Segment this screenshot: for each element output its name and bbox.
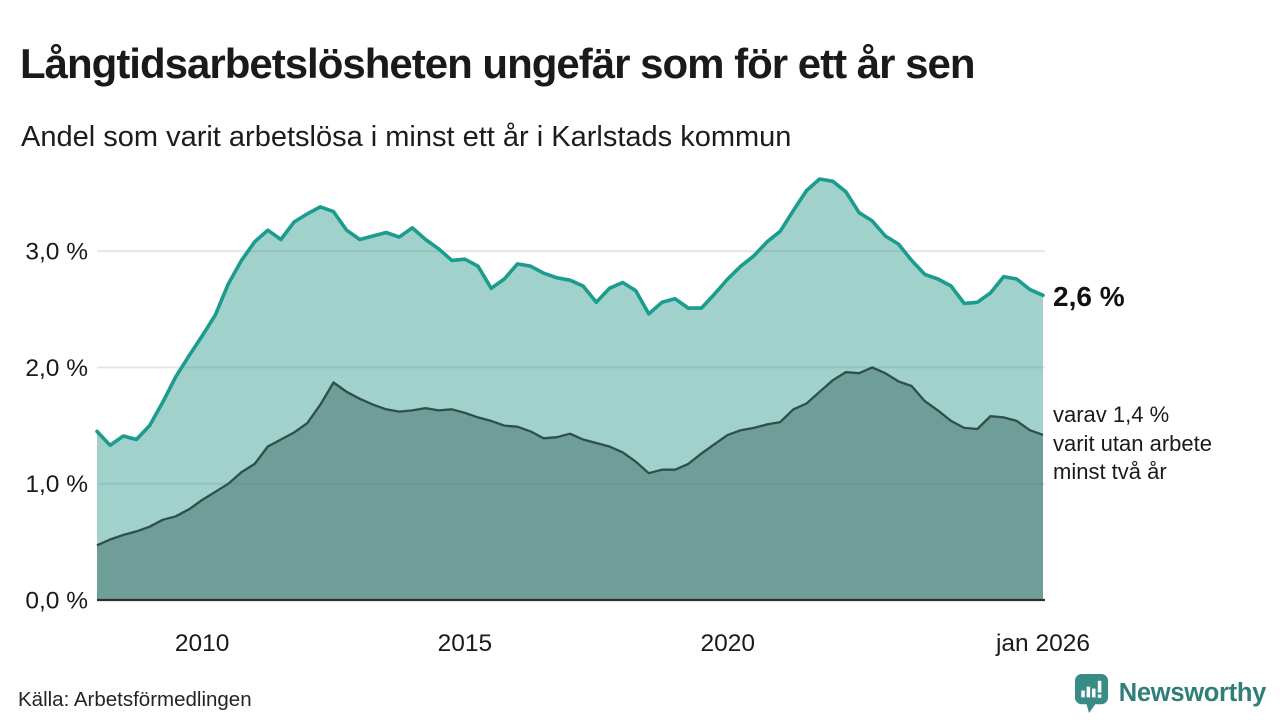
- y-tick-label: 1,0 %: [25, 471, 88, 498]
- series-line-minst-tva-ar: [96, 366, 1044, 547]
- source-attribution: Källa: Arbetsförmedlingen: [18, 688, 252, 711]
- chart-subtitle: Andel som varit arbetslösa i minst ett å…: [21, 121, 792, 154]
- newsworthy-wordmark: Newsworthy: [1118, 678, 1267, 707]
- x-tick-label: 2015: [438, 630, 493, 657]
- series-line-minst-ett-ar: [95, 177, 1045, 448]
- page-title: Långtidsarbetslösheten ungefär som för e…: [20, 40, 976, 88]
- x-tick-label: 2010: [175, 630, 230, 657]
- y-tick-label: 0,0 %: [25, 588, 88, 615]
- x-tick-label: jan 2026: [995, 630, 1090, 657]
- sub-series-annotation: varav 1,4 % varit utan arbete minst två …: [1053, 402, 1212, 484]
- series-area-minst-tva-ar: [97, 367, 1043, 600]
- newsworthy-logo: Newsworthy: [1073, 672, 1266, 714]
- series-end-value-label: 2,6 %: [1053, 281, 1125, 312]
- y-tick-label: 3,0 %: [25, 239, 88, 266]
- y-tick-label: 2,0 %: [25, 355, 88, 382]
- x-tick-label: 2020: [700, 630, 755, 657]
- newsworthy-bubble-chart-icon: [1073, 672, 1110, 714]
